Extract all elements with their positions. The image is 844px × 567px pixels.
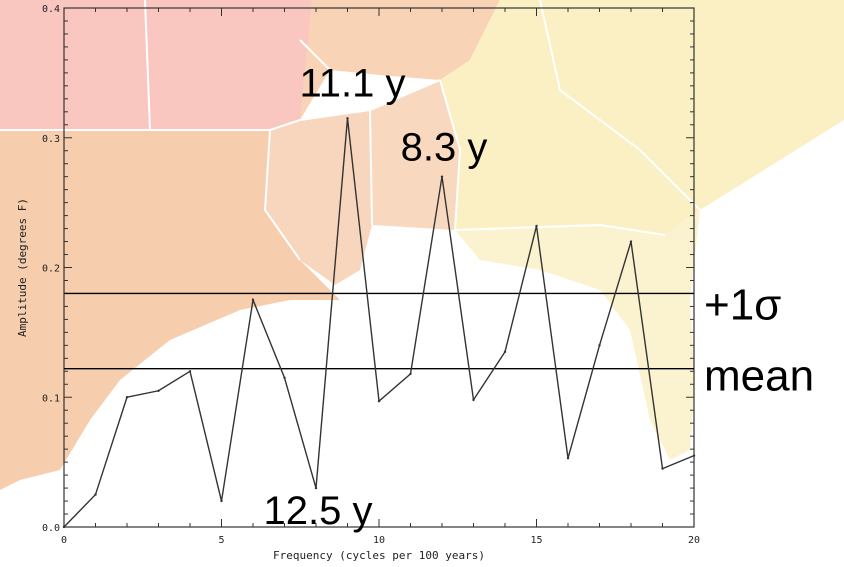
state-border <box>299 39 331 71</box>
y-tick-label: 0.1 <box>42 393 60 404</box>
state-border <box>439 79 462 231</box>
peak-annotation: 11.1 y <box>300 61 406 105</box>
data-point <box>283 376 286 379</box>
data-point <box>220 499 223 503</box>
x-axis-title: Frequency (cycles per 100 years) <box>273 549 485 562</box>
y-tick-label: 0.2 <box>42 264 60 275</box>
data-point <box>440 175 444 178</box>
data-point <box>377 399 381 403</box>
data-point <box>692 454 696 457</box>
data-point <box>157 389 160 392</box>
reference-lines: +1σ mean <box>64 280 814 401</box>
state-border <box>0 79 441 131</box>
state-region-yellow-east <box>440 0 844 235</box>
data-point <box>566 457 570 460</box>
data-point <box>188 370 192 373</box>
data-point <box>661 467 664 470</box>
data-point <box>314 486 318 490</box>
data-point <box>62 525 66 529</box>
state-region-orange-central <box>265 110 372 285</box>
data-point <box>125 396 129 399</box>
state-border <box>539 0 701 211</box>
y-tick-label: 0.0 <box>42 523 60 534</box>
state-border <box>263 129 301 261</box>
x-tick-label: 10 <box>373 535 385 546</box>
state-region-pink <box>0 0 320 130</box>
data-point <box>629 240 633 243</box>
reference-line-label: +1σ <box>704 280 781 329</box>
annotations: 11.1 y 8.3 y 12.5 y <box>264 61 488 533</box>
y-tick-label: 0.4 <box>42 4 60 15</box>
peak-annotation: 8.3 y <box>401 126 488 170</box>
reference-line-label: mean <box>704 352 814 401</box>
state-region-florida <box>455 210 700 460</box>
state-border <box>144 0 151 131</box>
state-region-peach <box>300 0 500 120</box>
y-tick-label: 0.3 <box>42 134 60 145</box>
x-tick-label: 15 <box>530 535 542 546</box>
state-border <box>454 223 666 236</box>
state-border <box>369 109 373 226</box>
data-point <box>598 344 601 347</box>
y-axis-title: Amplitude (degrees F) <box>16 198 29 337</box>
plot-axes: 0 5 10 15 20 0.0 0.1 0.2 0.3 0.4 Frequency (cycles… <box>16 4 700 562</box>
state-region-peach-mid <box>370 80 460 230</box>
data-point <box>251 298 255 302</box>
state-region-orange-west <box>0 130 340 490</box>
x-tick-label: 5 <box>218 535 224 546</box>
peak-annotation: 12.5 y <box>264 489 373 533</box>
data-point <box>472 398 475 402</box>
data-point <box>94 493 97 496</box>
data-point <box>503 350 507 354</box>
data-point <box>409 372 412 376</box>
data-point <box>535 224 538 228</box>
x-tick-label: 20 <box>688 535 700 546</box>
data-series <box>62 117 696 529</box>
data-point <box>346 117 349 120</box>
x-tick-label: 0 <box>61 535 67 546</box>
